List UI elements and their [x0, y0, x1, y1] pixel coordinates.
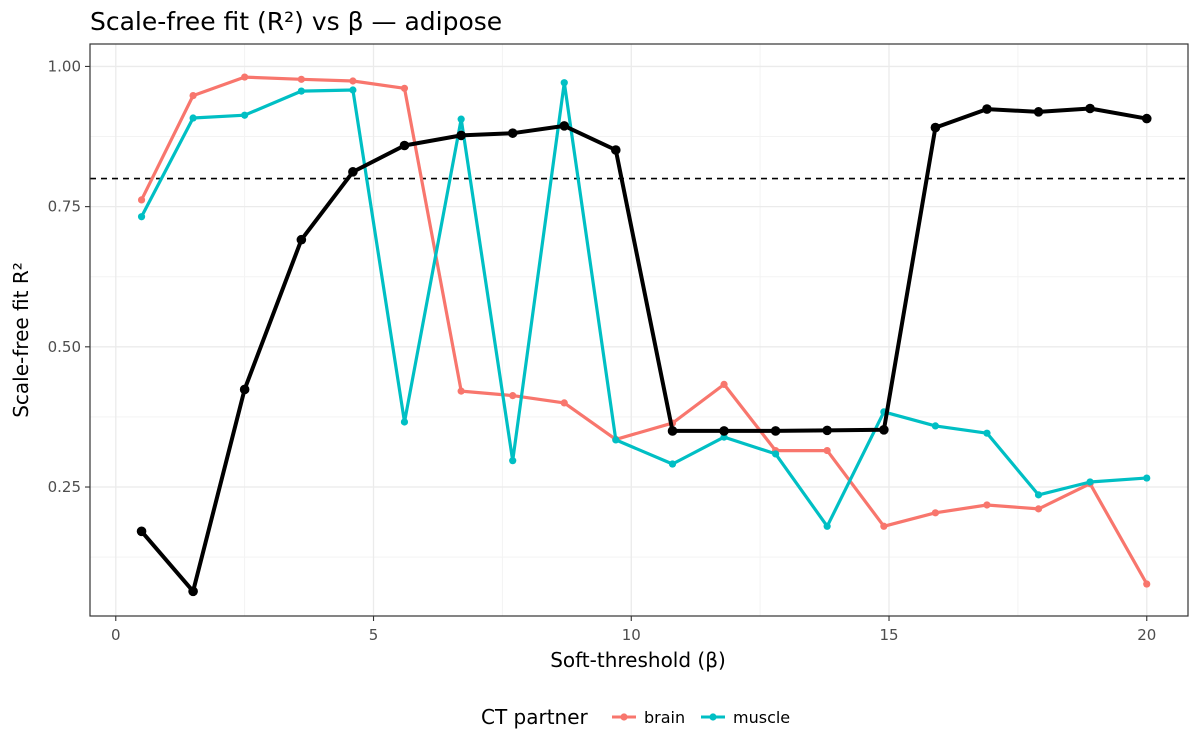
series-line-main	[139, 106, 1149, 594]
plot-background	[90, 44, 1188, 616]
data-point-main	[188, 586, 198, 597]
data-point-main	[559, 121, 570, 131]
data-point-brain	[720, 380, 728, 388]
data-point-main	[507, 128, 518, 138]
plot-border	[89, 43, 1189, 617]
data-point-brain	[349, 77, 357, 85]
data-point-brain	[983, 501, 991, 509]
data-point-brain	[880, 522, 888, 530]
data-point-main	[770, 426, 781, 436]
legend-label-brain: brain	[644, 708, 685, 727]
y-axis-ticks: 0.25 0.50 0.75 1.00	[48, 57, 90, 496]
data-point-main	[930, 122, 941, 133]
legend-item-muscle: muscle	[701, 708, 790, 727]
x-tick-label: 5	[369, 626, 379, 644]
data-point-main	[239, 384, 250, 395]
legend: CT partner brain muscle	[481, 705, 790, 729]
data-point-muscle	[1143, 474, 1151, 482]
data-point-brain	[1034, 505, 1043, 513]
legend-label-muscle: muscle	[733, 708, 790, 727]
data-point-brain	[560, 399, 568, 407]
x-tick-label: 10	[622, 626, 641, 644]
data-point-muscle	[509, 457, 517, 465]
x-axis-title: Soft-threshold (β)	[550, 648, 726, 672]
data-point-main	[982, 104, 992, 114]
series-line-muscle	[139, 81, 1149, 528]
data-point-main	[136, 526, 147, 537]
data-point-main	[611, 145, 621, 155]
data-point-muscle	[137, 213, 146, 221]
data-point-brain	[931, 509, 940, 517]
y-tick-label: 0.50	[48, 338, 81, 356]
data-point-brain	[457, 387, 465, 395]
series-line-brain	[139, 75, 1149, 586]
data-point-muscle	[241, 111, 249, 119]
legend-item-brain: brain	[612, 708, 685, 727]
x-tick-label: 20	[1137, 626, 1156, 644]
x-tick-label: 15	[879, 626, 898, 644]
data-point-brain	[823, 446, 831, 455]
minor-gridlines	[90, 44, 1188, 616]
data-point-main	[719, 426, 729, 436]
series-main	[136, 103, 1152, 597]
plot-area	[89, 43, 1189, 617]
legend-brain-swatch-point	[620, 713, 628, 721]
legend-title: CT partner	[481, 705, 589, 729]
data-point-muscle	[457, 115, 465, 123]
data-point-muscle	[668, 460, 677, 468]
data-point-brain	[1143, 580, 1151, 588]
data-point-main	[822, 425, 832, 436]
data-point-brain	[241, 73, 249, 81]
y-tick-label: 0.25	[48, 478, 81, 496]
data-point-muscle	[189, 114, 197, 122]
data-point-main	[667, 426, 678, 436]
data-point-brain	[189, 91, 197, 100]
data-point-brain	[509, 392, 517, 400]
data-point-main	[1085, 103, 1095, 114]
data-point-brain	[137, 196, 146, 204]
data-point-brain	[297, 75, 305, 83]
y-tick-label: 1.00	[48, 57, 81, 75]
data-point-main	[1141, 113, 1152, 124]
data-point-muscle	[560, 79, 568, 87]
chart-title: Scale-free fit (R²) vs β — adipose	[90, 7, 502, 36]
x-tick-label: 0	[111, 626, 121, 644]
data-point-brain	[400, 84, 409, 92]
data-point-muscle	[823, 522, 831, 530]
y-axis-title: Scale-free fit R²	[9, 262, 33, 418]
series-layer	[136, 73, 1152, 597]
data-point-muscle	[983, 429, 991, 437]
data-point-muscle	[772, 450, 780, 458]
y-tick-label: 0.75	[48, 198, 81, 216]
data-point-muscle	[612, 436, 620, 444]
data-point-main	[456, 130, 466, 141]
data-point-muscle	[349, 86, 357, 94]
data-point-muscle	[1086, 478, 1094, 486]
data-point-muscle	[400, 418, 409, 426]
data-point-main	[399, 140, 410, 151]
data-point-main	[348, 167, 358, 177]
data-point-muscle	[297, 87, 305, 95]
data-point-main	[296, 234, 307, 245]
major-gridlines	[90, 44, 1188, 616]
data-point-muscle	[931, 422, 940, 430]
data-point-main	[879, 425, 889, 435]
data-point-main	[1033, 107, 1044, 117]
x-axis-ticks: 0 5 10 15 20	[111, 616, 1156, 644]
legend-muscle-swatch-point	[709, 713, 717, 721]
data-point-muscle	[1034, 491, 1043, 499]
